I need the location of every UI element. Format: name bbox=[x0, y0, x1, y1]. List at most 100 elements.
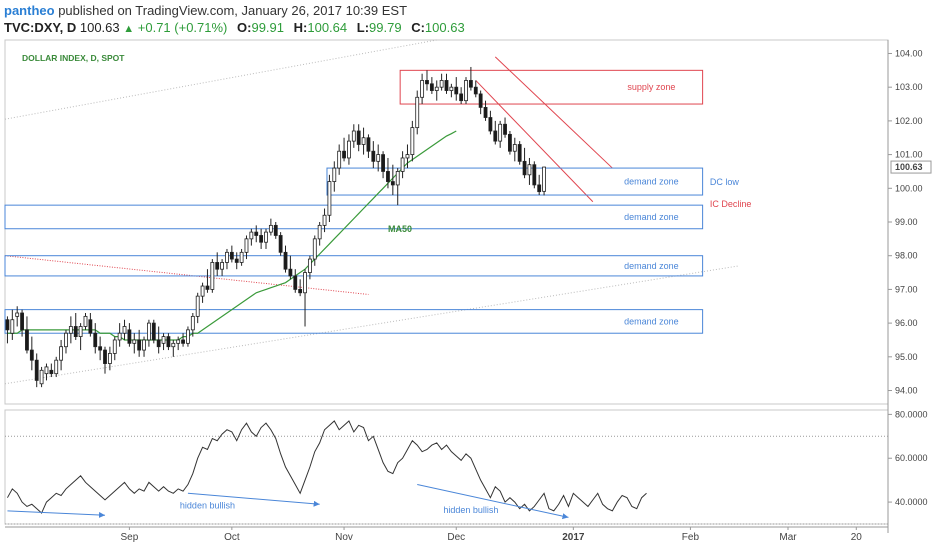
candle bbox=[351, 124, 356, 148]
candle-body bbox=[425, 80, 429, 85]
candle bbox=[283, 245, 288, 273]
candle bbox=[429, 77, 434, 94]
candle bbox=[371, 141, 376, 169]
candle bbox=[390, 164, 395, 196]
candle-body bbox=[39, 369, 44, 385]
candles bbox=[5, 66, 546, 388]
candle bbox=[347, 134, 351, 165]
candle-body bbox=[64, 332, 68, 348]
grid bbox=[4, 39, 889, 533]
price-tick-label: 100.00 bbox=[895, 183, 923, 193]
close-label: C: bbox=[411, 20, 425, 35]
candle-body bbox=[20, 312, 24, 331]
candle-body bbox=[205, 285, 210, 290]
candle-body bbox=[298, 289, 303, 294]
supply-zone-box bbox=[399, 69, 704, 105]
candle bbox=[122, 319, 127, 340]
candle bbox=[498, 120, 503, 148]
candle bbox=[25, 316, 29, 354]
candle bbox=[83, 313, 88, 330]
publish-line: pantheo published on TradingView.com, Ja… bbox=[4, 3, 407, 18]
candle bbox=[307, 255, 312, 280]
price-tick-label: 97.00 bbox=[895, 284, 918, 294]
candle bbox=[44, 363, 49, 381]
candle-body bbox=[390, 181, 395, 186]
candle bbox=[39, 366, 44, 388]
time-tick-label: Mar bbox=[779, 532, 797, 543]
candle bbox=[278, 232, 283, 256]
candle-body bbox=[512, 144, 517, 152]
zone-annotation: IC Decline bbox=[710, 199, 752, 209]
candle-body bbox=[503, 123, 507, 135]
candle-body bbox=[190, 315, 195, 331]
candle bbox=[225, 248, 229, 270]
candle-body bbox=[220, 262, 225, 270]
candle bbox=[512, 137, 517, 162]
candle bbox=[478, 90, 483, 115]
candle bbox=[468, 66, 473, 91]
candle-body bbox=[405, 154, 410, 159]
candle bbox=[386, 157, 390, 189]
price-axis[interactable]: 94.00 95.00 96.00 97.00 98.00 99.00 100.00 101.… bbox=[888, 48, 932, 396]
high-label: H: bbox=[293, 20, 308, 35]
candle-body bbox=[15, 312, 20, 317]
candle-body bbox=[29, 349, 34, 361]
candle-body bbox=[337, 150, 342, 169]
red-dotted-trendline bbox=[4, 255, 369, 295]
candle-body bbox=[361, 137, 366, 145]
candle bbox=[522, 147, 527, 179]
rsi-tick-label: 40.0000 bbox=[895, 497, 928, 507]
candle bbox=[244, 235, 249, 260]
candle-body bbox=[322, 214, 327, 226]
candle-body bbox=[156, 339, 161, 348]
candle bbox=[327, 174, 332, 222]
candle bbox=[205, 269, 210, 293]
candle-body bbox=[98, 346, 103, 351]
candle bbox=[483, 100, 488, 121]
ma50-label: MA50 bbox=[388, 224, 412, 234]
time-tick-label: Sep bbox=[121, 532, 139, 543]
time-tick-label: Nov bbox=[335, 532, 353, 543]
candle-body bbox=[532, 164, 537, 186]
candle-body bbox=[454, 86, 459, 95]
candle-body bbox=[103, 349, 107, 364]
candle bbox=[493, 120, 498, 145]
candle bbox=[517, 141, 522, 165]
candle-body bbox=[473, 86, 478, 95]
publish-info: published on TradingView.com, January 26… bbox=[58, 3, 408, 18]
time-tick-label: Oct bbox=[224, 532, 240, 543]
candle bbox=[54, 356, 59, 378]
candle-body bbox=[381, 154, 385, 172]
candle bbox=[488, 110, 493, 135]
candle bbox=[508, 131, 512, 155]
candle-body bbox=[34, 359, 39, 381]
candle-body bbox=[347, 140, 351, 159]
candle bbox=[361, 127, 366, 155]
candle bbox=[366, 134, 371, 158]
candle bbox=[171, 339, 176, 357]
candle-body bbox=[166, 336, 171, 348]
candle bbox=[503, 117, 507, 138]
author-name[interactable]: pantheo bbox=[4, 3, 55, 18]
candle-body bbox=[112, 339, 117, 354]
candle bbox=[356, 124, 361, 152]
price-tick-label: 101.00 bbox=[895, 150, 923, 160]
candle bbox=[107, 346, 112, 371]
demand-zone-box bbox=[4, 204, 704, 230]
candle-body bbox=[49, 369, 54, 375]
candle bbox=[190, 313, 195, 337]
price-tick-label: 98.00 bbox=[895, 251, 918, 261]
candle bbox=[220, 259, 225, 276]
candle-body bbox=[107, 353, 112, 364]
candle-body bbox=[200, 285, 205, 297]
price-tick-label: 95.00 bbox=[895, 352, 918, 362]
candle bbox=[78, 323, 83, 351]
candle bbox=[322, 208, 327, 233]
candle bbox=[112, 336, 117, 361]
time-tick-label: 20 bbox=[851, 532, 863, 543]
candle bbox=[5, 316, 10, 344]
time-axis[interactable]: Sep Oct Nov Dec 2017 Feb Mar 20 bbox=[121, 527, 863, 543]
candle-body bbox=[371, 150, 376, 162]
candle bbox=[142, 336, 146, 357]
